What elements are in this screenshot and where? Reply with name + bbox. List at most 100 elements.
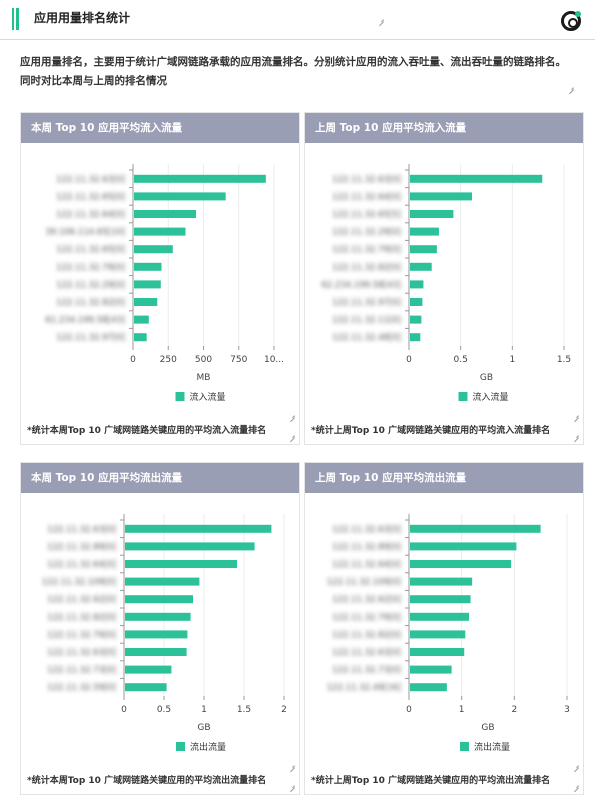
target-icon[interactable]: [561, 11, 581, 31]
bar: [410, 315, 422, 324]
category-label: 122.11.32.65[0]: [56, 245, 125, 255]
x-tick-label: 1.5: [557, 355, 571, 365]
category-label: 122.11.32.11[0]: [332, 316, 401, 326]
bar: [410, 612, 469, 621]
bar: [410, 245, 437, 254]
description-line-1: 应用用量排名，主要用于统计广域网链路承载的应用流量排名。分别统计应用的流入吞吐量…: [20, 56, 566, 68]
description-line-2: 同时对比本周与上周的排名情况: [20, 75, 167, 87]
chart-resize-icon[interactable]: [573, 762, 579, 768]
x-tick-label: 0: [130, 355, 136, 365]
category-label: 39.106.114.65[10]: [45, 228, 125, 238]
panel-title: 上周 Top 10 应用平均流出流量: [305, 463, 583, 493]
bar: [410, 630, 466, 639]
chart-last-week-inbound: 0 0.5 1 1.5 122.11.32.63[0] 122.11.32.64[0] 12…: [321, 164, 571, 403]
x-tick-label: 0: [406, 705, 412, 715]
category-label: 122.11.32.73[0]: [332, 666, 401, 676]
legend-label: 流出流量: [190, 741, 226, 753]
bar: [134, 227, 186, 236]
chart-resize-icon[interactable]: [289, 762, 295, 768]
bar: [134, 262, 162, 271]
bar: [125, 595, 193, 604]
category-label: 122.11.32.73[0]: [47, 666, 116, 676]
bar: [134, 333, 147, 342]
note-resize-icon[interactable]: [573, 782, 579, 788]
x-tick-label: 2: [511, 705, 517, 715]
panel-note: *统计上周Top 10 广域网链路关键应用的平均流出流量排名: [311, 776, 551, 786]
category-label: 122.11.32.82[0]: [332, 630, 401, 640]
bar: [125, 542, 255, 551]
header-accent-bar: [14, 8, 19, 30]
bar: [410, 665, 452, 674]
panel-note: *统计上周Top 10 广域网链路关键应用的平均流入流量排名: [311, 426, 551, 436]
category-label: 122.11.32.65[0]: [56, 192, 125, 202]
chart-resize-icon[interactable]: [289, 412, 295, 418]
category-label: 122.11.32.109[0]: [327, 578, 401, 588]
x-tick-label: 1: [509, 355, 515, 365]
category-label: 122.11.32.82[0]: [332, 263, 401, 273]
category-label: 122.11.32.63[0]: [332, 525, 401, 535]
category-label: 122.11.32.82[0]: [47, 613, 116, 623]
bar: [410, 174, 543, 183]
bar: [410, 524, 541, 533]
legend-label: 流入流量: [190, 391, 226, 403]
bar: [410, 577, 473, 586]
note-resize-icon[interactable]: [289, 432, 295, 438]
page-title: 应用用量排名统计: [34, 11, 131, 25]
bar: [125, 560, 237, 568]
bar: [134, 245, 173, 254]
bar: [410, 683, 447, 692]
panel-this-week-outbound: 本周 Top 10 应用平均流出流量 0 0.5 1 1.5 2 122.11.32.63…: [20, 462, 300, 795]
category-label: 122.11.32.63[0]: [56, 175, 125, 185]
category-label: 122.11.32.64[0]: [56, 210, 125, 220]
x-tick-label: 0.5: [157, 705, 171, 715]
legend-swatch: [175, 392, 185, 401]
bar: [125, 524, 272, 533]
description-resize-icon[interactable]: [568, 84, 574, 90]
x-tick-label: 1: [201, 705, 207, 715]
bar: [134, 280, 161, 289]
note-resize-icon[interactable]: [573, 432, 579, 438]
bar: [134, 298, 158, 306]
category-label: 122.11.32.29[0]: [56, 280, 125, 290]
legend-swatch: [458, 392, 468, 401]
category-label: 122.11.32.79[0]: [332, 613, 401, 623]
x-axis-label: GB: [481, 723, 494, 733]
x-tick-label: 750: [230, 355, 247, 365]
chart-resize-icon[interactable]: [573, 412, 579, 418]
bar: [125, 665, 172, 674]
chart-this-week-outbound: 0 0.5 1 1.5 2 122.11.32.63[0] 122.11.32.89[0] 1…: [42, 514, 287, 753]
category-label: 122.11.32.49[16]: [327, 683, 401, 693]
category-label: 122.11.32.59[0]: [47, 683, 116, 693]
x-tick-label: 1: [459, 705, 465, 715]
panel-last-week-outbound: 上周 Top 10 应用平均流出流量 0 1 2 3 122.11.32.63[0] 12…: [304, 462, 584, 795]
bar: [410, 560, 512, 568]
x-tick-label: 250: [160, 355, 177, 365]
bar: [410, 192, 472, 201]
panel-this-week-inbound: 本周 Top 10 应用平均流入流量 0 250 500 750 10... 122.11…: [20, 112, 300, 445]
note-resize-icon[interactable]: [289, 782, 295, 788]
bar: [134, 210, 197, 218]
x-axis-label: MB: [197, 373, 211, 383]
category-label: 62.234.199.58[43]: [321, 280, 401, 290]
category-label: 122.11.32.63[0]: [47, 525, 116, 535]
legend-label: 流入流量: [473, 391, 509, 403]
legend-swatch: [460, 742, 469, 751]
x-axis-label: GB: [197, 723, 210, 733]
bar: [125, 577, 200, 586]
category-label: 122.11.32.97[0]: [332, 298, 401, 308]
bar: [125, 683, 167, 692]
bar: [410, 648, 465, 656]
category-label: 61.234.199.58[43]: [45, 316, 125, 326]
panel-note: *统计本周Top 10 广域网链路关键应用的平均流入流量排名: [27, 426, 267, 436]
resize-handle-icon[interactable]: [378, 16, 384, 22]
category-label: 122.11.32.79[0]: [56, 263, 125, 273]
category-label: 122.11.32.48[0]: [332, 333, 401, 343]
x-tick-label: 1.5: [237, 705, 251, 715]
panel-title: 上周 Top 10 应用平均流入流量: [305, 113, 583, 143]
bar: [410, 210, 454, 218]
category-label: 122.11.32.64[0]: [47, 560, 116, 570]
description-text: 应用用量排名，主要用于统计广域网链路承载的应用流量排名。分别统计应用的流入吞吐量…: [20, 53, 580, 91]
panel-title: 本周 Top 10 应用平均流入流量: [21, 113, 299, 143]
category-label: 122.11.32.89[0]: [332, 542, 401, 552]
bar: [410, 227, 439, 236]
